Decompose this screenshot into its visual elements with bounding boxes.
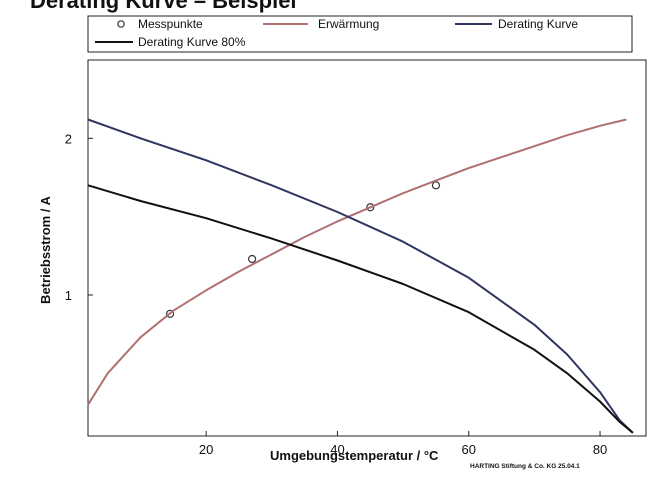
legend-marker-messpunkte [117,20,125,28]
x-tick-label: 20 [199,442,213,457]
axis-ticks: 20 40 60 80 1 2 [65,131,608,457]
footer-credit: HARTING Stiftung & Co. KG 25.04.1 [470,463,580,470]
legend-box [87,15,633,53]
x-axis-label: Umgebungstemperatur / °C [270,448,439,463]
x-tick-label: 40 [330,442,344,457]
legend: Messpunkte Erwärmung Derating Kurve Dera… [87,15,633,53]
series-layer [87,118,634,434]
series-line-derating-kurve [87,118,634,434]
plot-frame [87,59,647,437]
legend-label-derating-80: Derating Kurve 80% [138,35,246,49]
legend-label-derating: Derating Kurve [498,17,578,31]
x-tick-label: 80 [593,442,607,457]
data-point-messpunkte [366,203,375,212]
y-axis-label: Betriebsstrom / A [38,195,53,303]
x-tick-label: 60 [462,442,476,457]
legend-label-erwaermung: Erwärmung [318,17,379,31]
y-tick-label: 1 [65,288,72,303]
page-title: Derating Kurve – Beispiel [30,0,297,13]
series-line-erw-rmung [87,118,627,406]
data-point-messpunkte [165,309,175,318]
data-point-messpunkte [248,254,257,264]
legend-label-messpunkte: Messpunkte [138,17,203,31]
y-tick-label: 2 [65,131,72,146]
series-line-derating-kurve-80 [87,184,634,434]
data-point-messpunkte [431,181,441,190]
